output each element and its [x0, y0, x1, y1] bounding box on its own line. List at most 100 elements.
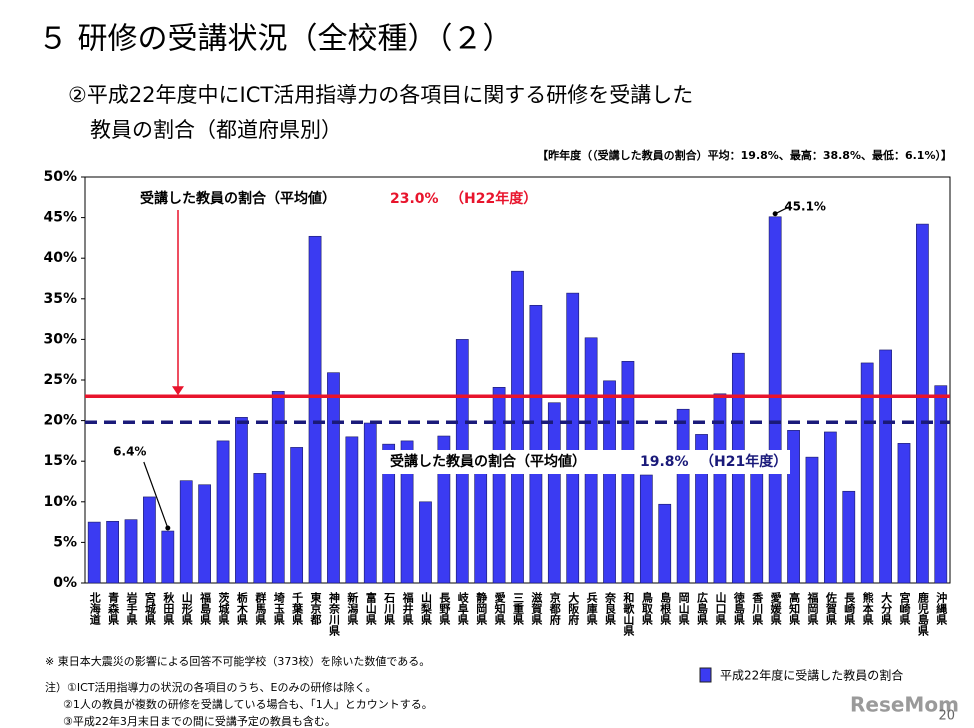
bar	[768, 216, 782, 584]
bar	[363, 422, 377, 584]
bar	[879, 349, 892, 584]
legend-swatch	[699, 667, 712, 683]
x-tick-label: 福井県	[401, 591, 415, 626]
bar	[216, 440, 230, 584]
x-tick-label: 群馬県	[254, 591, 268, 626]
x-tick-label: 三重県	[512, 592, 525, 626]
footnote: ③平成22年3月末日までの間に受講予定の教員も含む。	[63, 714, 336, 728]
bar	[179, 480, 193, 584]
x-tick-label: 沖縄県	[935, 591, 948, 626]
watermark: ReseMom	[850, 693, 959, 717]
data-label: 6.4%	[113, 445, 146, 459]
y-tick-label: 40%	[43, 250, 77, 266]
bar	[327, 372, 340, 584]
bar	[161, 530, 175, 584]
y-tick-label: 35%	[43, 291, 77, 307]
bar	[290, 447, 304, 584]
y-tick-label: 50%	[43, 169, 77, 185]
bar	[676, 408, 690, 584]
reference-period: （H21年度）	[700, 453, 787, 470]
bar	[511, 270, 524, 584]
bar	[271, 391, 285, 584]
reference-label: 受講した教員の割合（平均値）	[390, 453, 586, 470]
bar	[106, 520, 119, 584]
x-tick-label: 新潟県	[346, 591, 359, 626]
x-tick-label: 北海道	[88, 591, 101, 626]
x-tick-label: 静岡県	[475, 591, 488, 626]
x-tick-label: 広島県	[696, 591, 709, 626]
bar	[842, 490, 856, 584]
x-tick-label: 宮城県	[143, 591, 156, 626]
bar	[658, 503, 672, 584]
arrow-line	[143, 461, 169, 529]
y-tick-label: 45%	[43, 210, 77, 226]
reference-period: （H22年度）	[450, 190, 537, 207]
x-tick-label: 富山県	[364, 591, 377, 626]
x-tick-label: 徳島県	[732, 591, 746, 626]
bar	[529, 304, 543, 584]
previous-year-note: 【昨年度（（受講した教員の割合）平均：19.8%、最高：38.8%、最低：6.1…	[537, 148, 952, 162]
bar	[639, 474, 653, 584]
arrow-head	[165, 525, 171, 531]
x-tick-label: 愛知県	[493, 591, 507, 626]
bar	[934, 385, 948, 584]
arrow-head	[172, 386, 184, 396]
x-tick-label: 山形県	[180, 591, 193, 626]
y-axis: 0% 5% 10% 15% 20% 25% 30% 35% 40% 45% 50%	[43, 169, 85, 591]
x-tick-label: 滋賀県	[530, 591, 544, 626]
x-tick-label: 神奈川県	[327, 591, 341, 637]
x-tick-label: 栃木県	[235, 591, 249, 626]
y-tick-label: 10%	[43, 494, 77, 510]
x-tick-label: 奈良県	[604, 591, 618, 626]
bars	[87, 216, 948, 584]
bar	[308, 235, 322, 584]
footnote: ②1人の教員が複数の研修を受講している場合も、「1人」とカウントする。	[63, 697, 433, 711]
bar	[382, 443, 396, 584]
bar	[474, 460, 488, 584]
x-tick-label: 京都府	[548, 591, 562, 626]
bar	[860, 362, 874, 584]
bar	[805, 456, 819, 584]
x-tick-label: 福岡県	[806, 591, 820, 626]
x-tick-label: 兵庫県	[585, 591, 598, 626]
footnote: 注）①ICT活用指導力の状況の各項目のうち、Eのみの研修は除く。	[45, 680, 376, 694]
chart-title: ５ 研修の受講状況（全校種）（２）	[38, 22, 513, 57]
reference-value: 23.0%	[390, 191, 439, 207]
bar	[823, 431, 837, 584]
subtitle: ②平成22年度中にICT活用指導力の各項目に関する研修を受講した	[68, 83, 693, 107]
x-tick-label: 熊本県	[861, 591, 874, 626]
x-tick-label: 秋田県	[162, 591, 175, 626]
bar	[566, 292, 580, 584]
data-label: 45.1%	[784, 199, 826, 213]
x-tick-label: 茨城県	[217, 591, 230, 626]
y-tick-label: 30%	[43, 331, 77, 347]
x-tick-label: 山梨県	[419, 591, 433, 626]
bar	[345, 436, 359, 584]
bar	[787, 430, 800, 584]
arrow-line	[774, 206, 790, 215]
bar	[419, 501, 432, 584]
x-tick-label: 鹿児島県	[916, 591, 930, 637]
x-tick-label: 福島県	[199, 591, 213, 626]
x-tick-label: 高知県	[788, 591, 802, 626]
label-background	[380, 450, 790, 474]
bar	[603, 380, 616, 584]
x-tick-label: 岩手県	[125, 591, 139, 626]
x-tick-label: 青森県	[107, 591, 120, 626]
x-tick-label: 島根県	[659, 591, 672, 626]
bar	[492, 387, 506, 584]
subtitle: 教員の割合（都道府県別）	[90, 118, 342, 142]
arrow-head	[772, 211, 778, 217]
bar	[198, 484, 212, 584]
y-tick-label: 25%	[43, 372, 77, 388]
x-tick-label: 佐賀県	[824, 591, 838, 626]
x-tick-label: 長野県	[438, 592, 451, 626]
bar	[87, 521, 101, 584]
x-tick-label: 和歌山県	[622, 591, 635, 637]
x-tick-label: 石川県	[383, 592, 397, 626]
x-tick-label: 香川県	[751, 591, 765, 626]
reference-label: 受講した教員の割合（平均値）	[140, 190, 336, 207]
bar	[235, 417, 248, 584]
